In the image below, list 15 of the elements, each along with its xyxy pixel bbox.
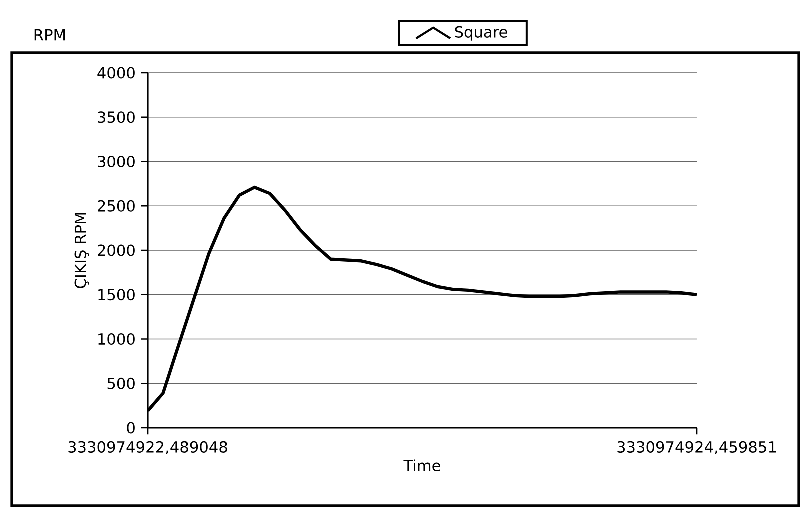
legend-label: Square <box>455 26 508 41</box>
y-tick-label: 4000 <box>98 67 135 79</box>
x-axis-title: Time <box>404 460 440 472</box>
y-tick-label: 1000 <box>98 333 135 346</box>
y-axis-title: ÇIKIŞ RPM <box>74 213 90 288</box>
y-tick-label: 0 <box>127 422 135 434</box>
y-tick-label: 3500 <box>98 112 135 124</box>
y-tick-label: 3000 <box>98 156 135 168</box>
y-tick-label: 1500 <box>98 289 135 301</box>
y-tick-label: 2000 <box>98 244 135 256</box>
x-tick-label: 3330974924,459851 <box>618 441 776 455</box>
y-tick-label: 2500 <box>98 200 135 212</box>
text: RPM <box>34 29 66 41</box>
y-tick-label: 500 <box>108 378 135 390</box>
x-tick-label: 3330974922,489048 <box>68 441 228 455</box>
